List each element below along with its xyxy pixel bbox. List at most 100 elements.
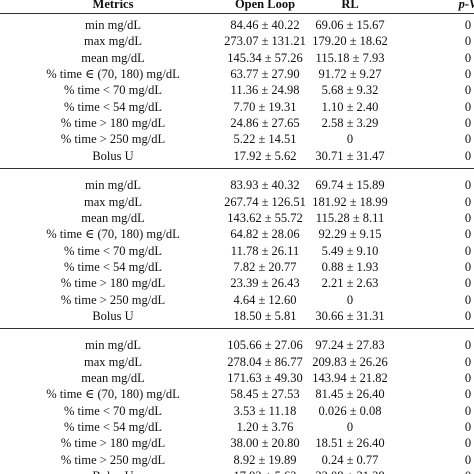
metric-label: % time < 70 mg/dL — [63, 243, 163, 258]
value-cell: 0 — [464, 132, 472, 147]
value-cell: 0 — [464, 66, 472, 81]
value-cell: 97.24 ± 27.83 — [315, 338, 385, 353]
value-cell: 11.36 ± 24.98 — [230, 83, 300, 98]
column-header: Metrics — [92, 0, 134, 11]
value-cell: 209.83 ± 26.26 — [312, 354, 388, 369]
value-cell: 0 — [464, 259, 472, 274]
value-cell: 0 — [464, 50, 472, 65]
metric-label: mean mg/dL — [81, 210, 145, 225]
value-cell: 64.82 ± 28.06 — [230, 226, 300, 241]
value-cell: 7.82 ± 20.77 — [233, 259, 297, 274]
value-cell: 32.08 ± 31.28 — [315, 470, 384, 474]
metric-label: mean mg/dL — [81, 370, 145, 385]
value-cell: 23.39 ± 26.43 — [230, 276, 300, 290]
metric-label: max mg/dL — [84, 354, 142, 369]
block-rule — [0, 168, 474, 170]
metric-label: % time < 70 mg/dL — [63, 83, 163, 98]
value-cell: 0 — [464, 243, 472, 258]
value-cell: 143.62 ± 55.72 — [227, 210, 303, 225]
value-cell: 81.45 ± 26.40 — [315, 387, 385, 402]
metric-label: % time > 250 mg/dL — [60, 132, 166, 147]
metric-label: % time > 180 mg/dL — [60, 276, 166, 290]
metric-label: max mg/dL — [84, 34, 142, 49]
value-cell: 0 — [464, 354, 472, 369]
value-cell: 0.88 ± 1.93 — [321, 259, 379, 274]
value-cell: 0 — [346, 419, 354, 434]
value-cell: 181.92 ± 18.99 — [312, 194, 388, 209]
column-header: RL — [341, 0, 359, 11]
value-cell: 0 — [464, 115, 472, 130]
value-cell: 91.72 ± 9.27 — [318, 66, 382, 81]
metric-label: % time ∈ (70, 180) mg/dL — [46, 387, 180, 402]
metric-label: Bolus U — [92, 308, 134, 323]
value-cell: 2.21 ± 2.63 — [321, 276, 379, 290]
value-cell: 17.92 ± 5.62 — [233, 148, 297, 163]
value-cell: 0 — [464, 338, 472, 353]
metric-label: Bolus U — [92, 470, 133, 474]
value-cell: 115.18 ± 7.93 — [315, 50, 385, 65]
metric-label: % time > 250 mg/dL — [60, 452, 166, 467]
value-cell: 2.58 ± 3.29 — [321, 115, 379, 130]
column-header: Open Loop — [234, 0, 296, 11]
value-cell: 0 — [464, 148, 472, 163]
value-cell: 0 — [465, 470, 471, 474]
value-cell: 69.74 ± 15.89 — [315, 177, 385, 192]
metric-label: % time < 54 mg/dL — [63, 99, 163, 114]
value-cell: 0 — [464, 83, 472, 98]
value-cell: 0 — [464, 99, 472, 114]
block-rule — [0, 328, 474, 330]
value-cell: 0 — [464, 226, 472, 241]
value-cell: 5.68 ± 9.32 — [321, 83, 379, 98]
value-cell: 0 — [464, 436, 472, 451]
value-cell: 63.77 ± 27.90 — [230, 66, 300, 81]
value-cell: 0 — [464, 292, 472, 307]
value-cell: 1.10 ± 2.40 — [321, 99, 379, 114]
value-cell: 0 — [464, 370, 472, 385]
value-cell: 69.06 ± 15.67 — [315, 17, 385, 32]
metric-label: max mg/dL — [84, 194, 142, 209]
value-cell: 58.45 ± 27.53 — [230, 387, 300, 402]
value-cell: 30.71 ± 31.47 — [315, 148, 385, 163]
metric-label: min mg/dL — [85, 17, 141, 32]
value-cell: 0 — [464, 34, 472, 49]
value-cell: 179.20 ± 18.62 — [312, 34, 388, 49]
metric-label: min mg/dL — [85, 338, 141, 353]
value-cell: 30.66 ± 31.31 — [315, 308, 385, 323]
value-cell: 0 — [464, 387, 472, 402]
value-cell: 267.74 ± 126.51 — [224, 194, 306, 209]
metric-label: % time ∈ (70, 180) mg/dL — [46, 226, 180, 241]
value-cell: 0 — [346, 292, 354, 307]
value-cell: 0.24 ± 0.77 — [321, 452, 379, 467]
value-cell: 7.70 ± 19.31 — [233, 99, 297, 114]
metric-label: Bolus U — [92, 148, 134, 163]
metric-label: % time < 54 mg/dL — [63, 419, 163, 434]
value-cell: 0 — [464, 419, 472, 434]
column-header: p-V — [458, 0, 474, 11]
value-cell: 83.93 ± 40.32 — [230, 177, 300, 192]
metric-label: % time < 54 mg/dL — [63, 259, 163, 274]
metric-label: mean mg/dL — [81, 50, 145, 65]
value-cell: 18.51 ± 26.40 — [315, 436, 385, 451]
value-cell: 0 — [464, 177, 472, 192]
value-cell: 4.64 ± 12.60 — [233, 292, 297, 307]
value-cell: 18.50 ± 5.81 — [233, 308, 297, 323]
value-cell: 84.46 ± 40.22 — [230, 17, 300, 32]
value-cell: 0 — [464, 308, 472, 323]
value-cell: 273.07 ± 131.21 — [224, 34, 306, 49]
metric-label: % time > 180 mg/dL — [60, 115, 166, 130]
value-cell: 0 — [464, 194, 472, 209]
value-cell: 0 — [464, 210, 472, 225]
value-cell: 38.00 ± 20.80 — [230, 436, 300, 451]
value-cell: 1.20 ± 3.76 — [236, 419, 294, 434]
value-cell: 92.29 ± 9.15 — [318, 226, 382, 241]
value-cell: 0 — [464, 403, 472, 418]
metric-label: % time > 250 mg/dL — [60, 292, 166, 307]
value-cell: 0 — [464, 276, 472, 290]
value-cell: 278.04 ± 86.77 — [227, 354, 303, 369]
metric-label: % time < 70 mg/dL — [63, 403, 163, 418]
value-cell: 143.94 ± 21.82 — [312, 370, 388, 385]
value-cell: 3.53 ± 11.18 — [233, 403, 297, 418]
value-cell: 5.22 ± 14.51 — [233, 132, 297, 147]
header-rule — [0, 13, 474, 14]
